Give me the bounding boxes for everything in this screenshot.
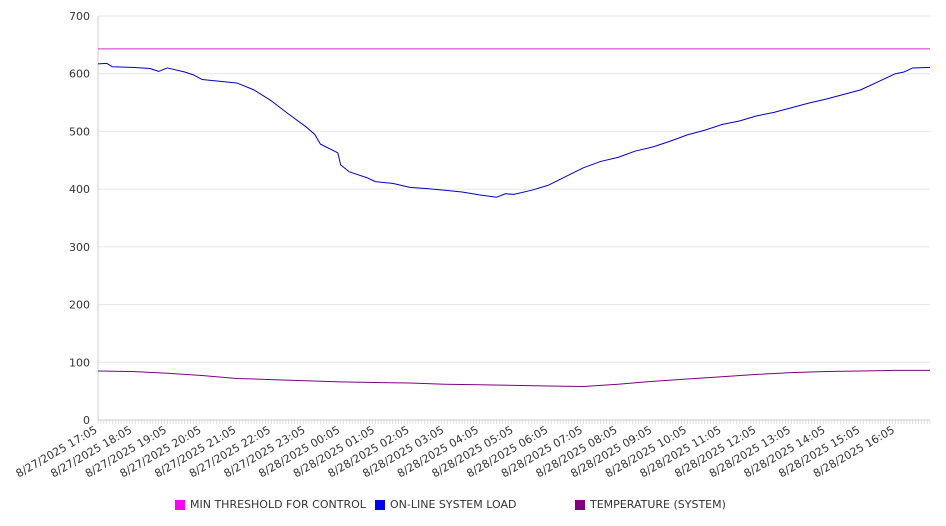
legend-label: ON-LINE SYSTEM LOAD xyxy=(390,498,517,511)
y-tick-label: 300 xyxy=(69,241,90,254)
y-tick-label: 0 xyxy=(83,414,90,427)
series-lines xyxy=(97,48,931,388)
legend-label: MIN THRESHOLD FOR CONTROL xyxy=(190,498,366,511)
y-tick-label: 700 xyxy=(69,10,90,23)
legend-swatch xyxy=(375,499,385,510)
x-minor-ticks xyxy=(97,420,931,424)
y-tick-label: 200 xyxy=(69,299,90,312)
legend-item-temperature: TEMPERATURE (SYSTEM) xyxy=(575,498,726,511)
y-tick-label: 100 xyxy=(69,356,90,369)
grid-lines xyxy=(98,15,930,363)
y-tick-label: 600 xyxy=(69,68,90,81)
series-line-2 xyxy=(97,369,930,388)
legend-item-system-load: ON-LINE SYSTEM LOAD xyxy=(375,498,516,511)
series-line-1 xyxy=(97,62,931,198)
axes xyxy=(97,16,931,424)
legend-swatch xyxy=(575,499,585,510)
y-tick-label: 400 xyxy=(69,183,90,196)
legend-label: TEMPERATURE (SYSTEM) xyxy=(590,498,726,511)
x-tick-labels: 8/27/2025 17:058/27/2025 18:058/27/2025 … xyxy=(14,423,897,480)
y-tick-label: 500 xyxy=(69,125,90,138)
y-tick-labels: 0 100 200 300 400 500 600 700 xyxy=(69,10,90,427)
legend: MIN THRESHOLD FOR CONTROL ON-LINE SYSTEM… xyxy=(0,498,946,514)
legend-swatch xyxy=(175,499,185,510)
legend-item-min-threshold: MIN THRESHOLD FOR CONTROL xyxy=(175,498,366,511)
